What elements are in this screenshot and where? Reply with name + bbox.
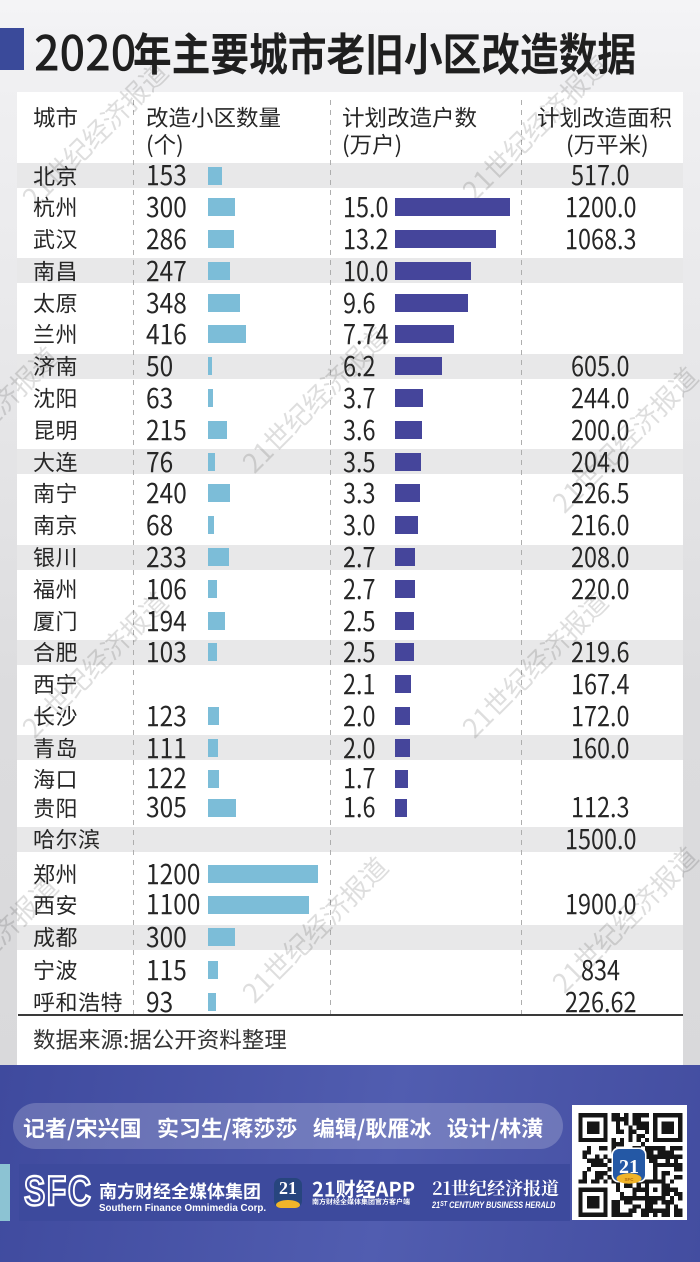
svg-text:SFC: SFC xyxy=(625,1177,635,1182)
svg-text:21: 21 xyxy=(619,1156,639,1178)
